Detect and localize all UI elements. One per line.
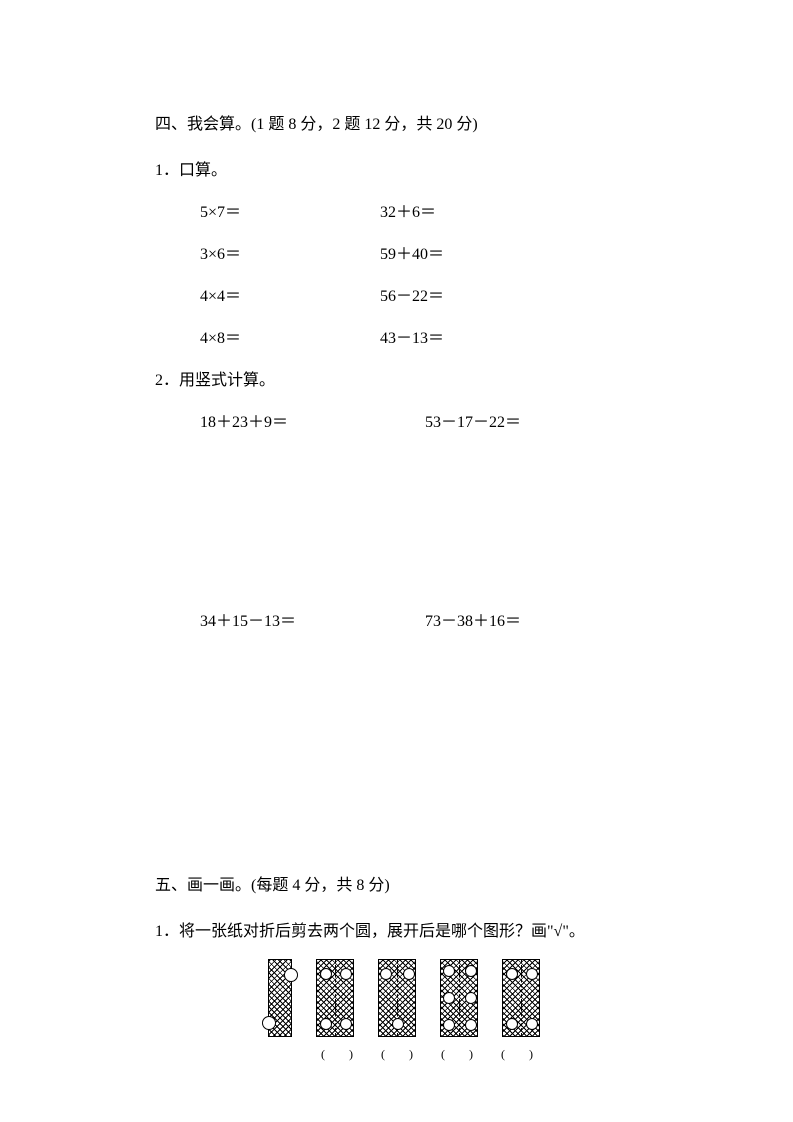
hole-icon — [465, 1019, 477, 1031]
hole-icon — [380, 968, 392, 980]
answer-paren: ( ) — [439, 1045, 475, 1062]
hole-icon — [506, 1018, 518, 1030]
fig-option — [440, 959, 478, 1037]
section4-item2-label: 2．用竖式计算。 — [155, 366, 653, 390]
vertical-calc-row: 34＋15－13＝ 73－38＋16＝ — [200, 607, 653, 631]
eq-cell: 18＋23＋9＝ — [200, 408, 425, 432]
eq-cell: 59＋40＝ — [380, 240, 580, 264]
eq-row: 3×6＝ 59＋40＝ — [200, 240, 653, 264]
hole-icon — [320, 968, 332, 980]
section5-heading: 五、画一画。(每题 4 分，共 8 分) — [155, 871, 653, 895]
hole-icon — [320, 1018, 332, 1030]
option-rect — [502, 959, 540, 1037]
eq-cell: 34＋15－13＝ — [200, 607, 425, 631]
fold-line-icon — [521, 960, 522, 1036]
hole-icon — [526, 1018, 538, 1030]
eq-cell: 4×4＝ — [200, 282, 380, 306]
workspace-gap — [155, 631, 653, 871]
eq-cell: 53－17－22＝ — [425, 408, 625, 432]
cut-hole-icon — [262, 1016, 276, 1030]
cut-hole-icon — [284, 968, 298, 982]
paren-row: ( ) ( ) ( ) ( ) — [155, 1045, 653, 1062]
hole-icon — [340, 968, 352, 980]
mental-math-grid: 5×7＝ 32＋6＝ 3×6＝ 59＋40＝ 4×4＝ 56－22＝ 4×8＝ … — [200, 198, 653, 348]
hole-icon — [465, 965, 477, 977]
fold-line-icon — [459, 960, 460, 1036]
hole-icon — [403, 968, 415, 980]
eq-cell: 32＋6＝ — [380, 198, 580, 222]
eq-row: 5×7＝ 32＋6＝ — [200, 198, 653, 222]
hole-icon — [443, 1019, 455, 1031]
fig-option — [316, 959, 354, 1037]
eq-row: 4×4＝ 56－22＝ — [200, 282, 653, 306]
hole-icon — [526, 968, 538, 980]
fig-option — [378, 959, 416, 1037]
section4-item1-label: 1．口算。 — [155, 156, 653, 180]
option-rect — [440, 959, 478, 1037]
hole-icon — [506, 968, 518, 980]
eq-cell: 43－13＝ — [380, 324, 580, 348]
answer-paren: ( ) — [319, 1045, 355, 1062]
eq-cell: 4×8＝ — [200, 324, 380, 348]
page: 四、我会算。(1 题 8 分，2 题 12 分，共 20 分) 1．口算。 5×… — [0, 0, 793, 1122]
section4-heading: 四、我会算。(1 题 8 分，2 题 12 分，共 20 分) — [155, 110, 653, 134]
eq-cell: 73－38＋16＝ — [425, 607, 625, 631]
eq-row: 4×8＝ 43－13＝ — [200, 324, 653, 348]
hole-icon — [443, 965, 455, 977]
eq-cell: 56－22＝ — [380, 282, 580, 306]
vertical-calc-row: 18＋23＋9＝ 53－17－22＝ — [200, 408, 653, 432]
folded-rect — [268, 959, 292, 1037]
answer-paren: ( ) — [379, 1045, 415, 1062]
figure-row — [155, 959, 653, 1037]
fig-option — [502, 959, 540, 1037]
answer-paren: ( ) — [499, 1045, 535, 1062]
hole-icon — [340, 1018, 352, 1030]
option-rect — [316, 959, 354, 1037]
workspace-gap — [155, 432, 653, 607]
fig-folded — [268, 959, 292, 1037]
hole-icon — [443, 992, 455, 1004]
option-rect — [378, 959, 416, 1037]
hole-icon — [465, 992, 477, 1004]
eq-cell: 5×7＝ — [200, 198, 380, 222]
hole-icon — [392, 1018, 404, 1030]
eq-cell: 3×6＝ — [200, 240, 380, 264]
fold-line-icon — [335, 960, 336, 1036]
section5-item1-label: 1．将一张纸对折后剪去两个圆，展开后是哪个图形？画"√"。 — [155, 917, 653, 941]
